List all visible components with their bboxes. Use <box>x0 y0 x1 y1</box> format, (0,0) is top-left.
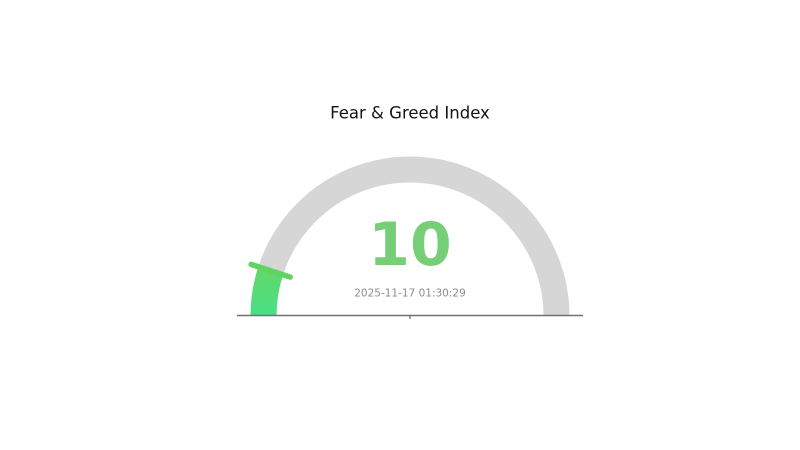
gauge-value-marker <box>248 261 293 280</box>
chart-title: Fear & Greed Index <box>330 104 490 123</box>
gauge-progress-arc <box>250 266 284 317</box>
gauge-track-arc <box>250 156 570 317</box>
gauge-value: 10 <box>368 210 452 280</box>
gauge-timestamp: 2025-11-17 01:30:29 <box>354 288 466 300</box>
